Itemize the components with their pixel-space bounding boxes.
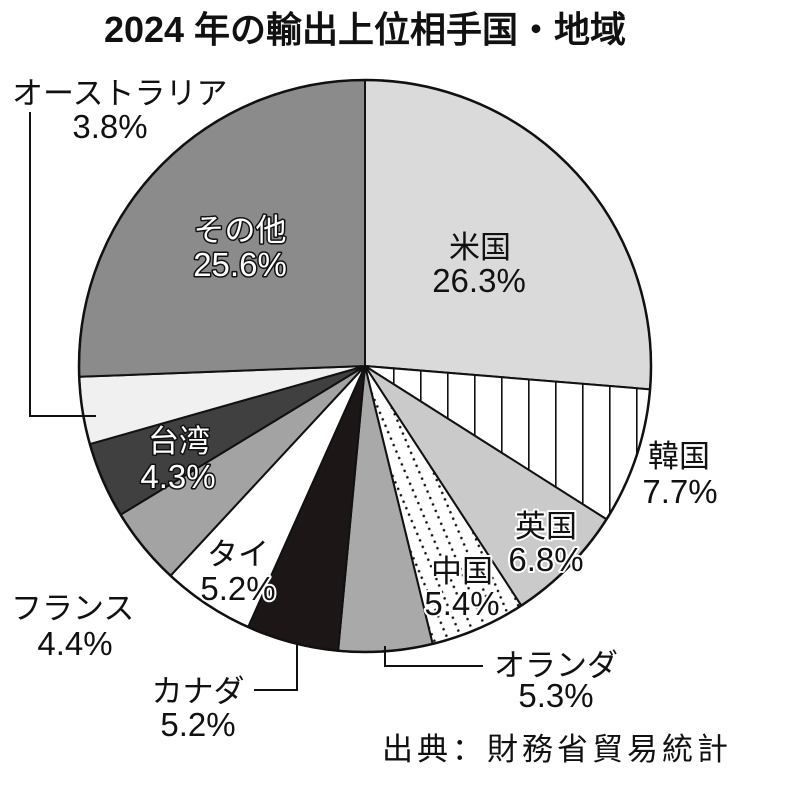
- leader-line-australia: [29, 112, 96, 417]
- label-thailand: タイ 5.2%: [198, 535, 277, 609]
- chart-title: 2024 年の輸出上位相手国・地域: [104, 9, 626, 50]
- label-australia-percent: 3.8: [72, 108, 118, 145]
- leader-line-netherlands: [384, 646, 483, 667]
- label-korea: 韓国 7.7%: [642, 439, 717, 510]
- label-australia: オーストラリア 3.8%: [12, 76, 227, 145]
- label-thailand-percent: 5.2: [200, 570, 246, 607]
- label-usa-percent: 26.3: [432, 262, 496, 299]
- label-taiwan: 台湾 4.3%: [139, 423, 217, 497]
- label-usa-name: 米国: [449, 230, 511, 266]
- label-netherlands-unit: %: [564, 677, 593, 714]
- label-canada: カナダ 5.2%: [152, 674, 245, 743]
- label-uk-percent: 6.8: [508, 541, 554, 578]
- label-france-value: 4.4%: [37, 625, 112, 662]
- label-china-value: 5.4%: [424, 585, 499, 622]
- label-china-unit: %: [470, 585, 499, 622]
- label-others-value: 25.6%: [193, 246, 287, 283]
- label-others-name: その他: [194, 213, 287, 249]
- label-taiwan-unit: %: [186, 458, 215, 495]
- label-france-name: フランス: [11, 591, 134, 627]
- leader-line-canada: [254, 644, 298, 691]
- label-uk: 英国 6.8%: [506, 507, 585, 580]
- label-france-unit: %: [83, 625, 112, 662]
- source-note: 出典：財務省貿易統計: [382, 732, 732, 768]
- leader-lines: [29, 112, 483, 691]
- label-usa-unit: %: [496, 262, 525, 299]
- label-netherlands-percent: 5.3: [518, 677, 564, 714]
- label-usa-value: 26.3%: [432, 262, 526, 299]
- label-china-name: 中国: [431, 554, 493, 590]
- label-australia-name: オーストラリア: [12, 76, 227, 112]
- label-china: 中国 5.4%: [422, 552, 501, 624]
- label-china-percent: 5.4: [424, 585, 470, 622]
- label-thailand-name: タイ: [207, 537, 269, 573]
- label-netherlands-value: 5.3%: [518, 677, 593, 714]
- label-others: その他 25.6%: [192, 212, 289, 285]
- slice-labels: 米国 26.3% 韓国 7.7% 英国 6.8% 中国 5.4% オランダ 5.…: [11, 76, 718, 743]
- label-taiwan-value: 4.3%: [140, 458, 215, 495]
- label-canada-percent: 5.2: [160, 706, 206, 743]
- label-taiwan-percent: 4.3: [140, 458, 186, 495]
- label-canada-unit: %: [206, 706, 235, 743]
- label-uk-unit: %: [554, 541, 583, 578]
- label-netherlands-name: オランダ: [494, 648, 618, 684]
- label-australia-value: 3.8%: [72, 108, 147, 145]
- label-korea-name: 韓国: [648, 439, 710, 475]
- label-thailand-value: 5.2%: [200, 570, 275, 607]
- label-netherlands: オランダ 5.3%: [494, 648, 618, 714]
- label-taiwan-name: 台湾: [148, 424, 210, 460]
- label-uk-value: 6.8%: [508, 541, 583, 578]
- label-korea-percent: 7.7: [642, 473, 688, 510]
- label-thailand-unit: %: [246, 570, 275, 607]
- label-others-unit: %: [257, 246, 286, 283]
- label-others-percent: 25.6: [193, 246, 257, 283]
- pie-outline: [77, 78, 653, 654]
- label-france: フランス 4.4%: [11, 591, 134, 662]
- label-korea-unit: %: [688, 473, 717, 510]
- label-canada-name: カナダ: [152, 674, 245, 710]
- label-australia-unit: %: [118, 108, 147, 145]
- label-usa: 米国 26.3%: [432, 230, 526, 299]
- label-canada-value: 5.2%: [160, 706, 235, 743]
- pie-slices: [78, 79, 652, 653]
- label-france-percent: 4.4: [37, 625, 83, 662]
- label-korea-value: 7.7%: [642, 473, 717, 510]
- label-uk-name: 英国: [515, 509, 577, 545]
